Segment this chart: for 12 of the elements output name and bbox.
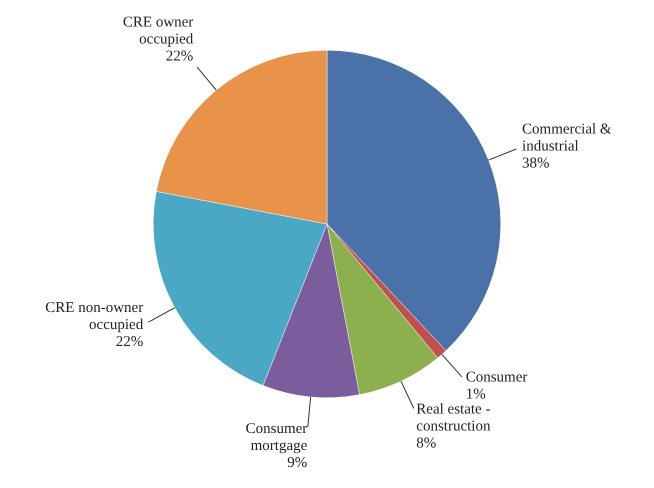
- data-label: 1%: [466, 386, 486, 402]
- slice-label: CRE owner occupied: [122, 14, 194, 48]
- slice-label: Real estate - construction: [416, 402, 491, 435]
- data-label: 9%: [287, 454, 308, 471]
- slice-label: Consumer mortgage: [246, 420, 308, 454]
- slice-label: CRE non-owner occupied: [45, 300, 144, 333]
- slice-label: Consumer: [466, 369, 528, 386]
- data-label: 22%: [166, 48, 194, 64]
- slice-label: Commercial & industrial: [522, 122, 612, 155]
- data-label: 8%: [416, 436, 436, 452]
- data-label: 38%: [522, 156, 550, 172]
- data-label: 22%: [116, 334, 144, 350]
